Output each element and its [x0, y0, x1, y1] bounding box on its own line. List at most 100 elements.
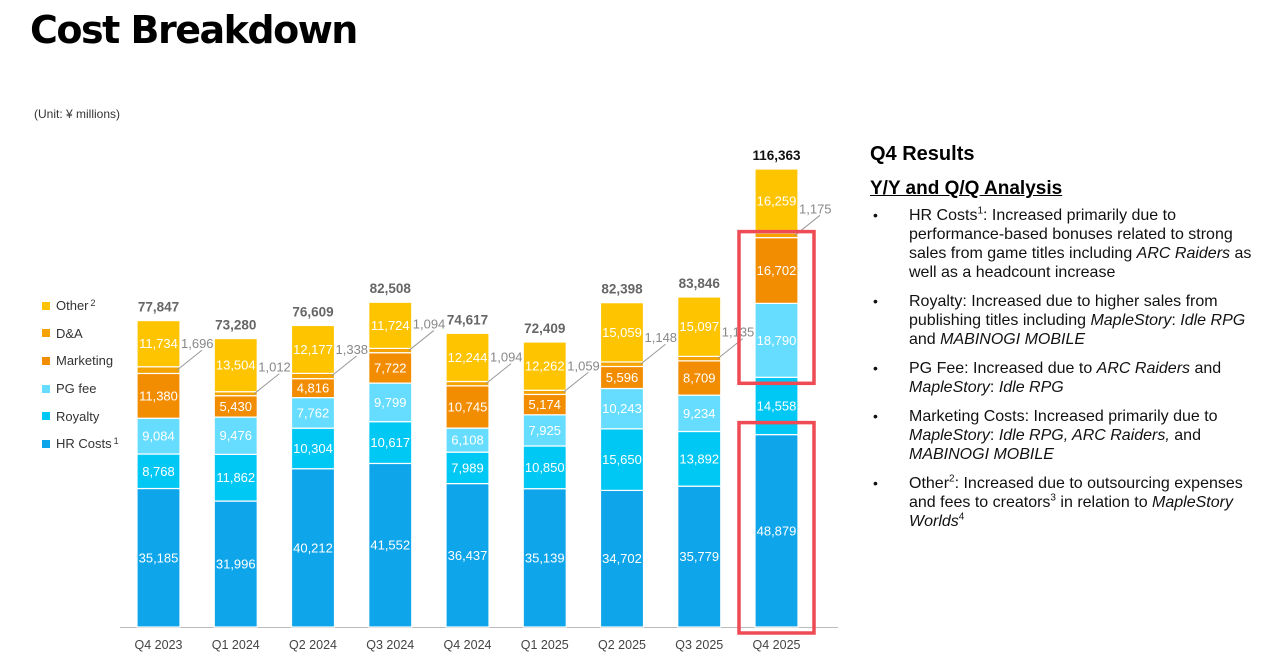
highlight-box	[737, 229, 816, 386]
bullet-text: HR Costs	[909, 207, 978, 224]
data-label: 15,059	[602, 325, 642, 340]
bar-segment-hr-costs	[522, 488, 567, 628]
bar-segment-hr-costs	[290, 468, 336, 628]
data-label: 11,724	[371, 318, 410, 333]
bullet-text: ARC Raiders	[1096, 360, 1191, 377]
data-label: 10,243	[602, 401, 642, 416]
data-label: 6,108	[451, 433, 484, 448]
da-data-label: 1,696	[181, 336, 214, 351]
data-label: 40,212	[293, 540, 333, 555]
legend-item-other: Other 2	[42, 292, 119, 320]
data-label: 12,177	[293, 342, 333, 357]
bar-segment-d-a	[445, 380, 490, 387]
bullet-text: Other	[909, 475, 950, 492]
bar-segment-d-a	[368, 347, 413, 354]
bullet-text: PG Fee: Increased due to	[909, 360, 1097, 377]
bar-segment-d-a	[754, 232, 799, 239]
bullet-text: and	[909, 331, 941, 348]
bar-segment-other	[290, 324, 336, 374]
x-tick-label: Q2 2024	[289, 638, 337, 652]
legend-item-pg-fee: PG fee	[42, 375, 119, 403]
data-label: 10,617	[370, 435, 410, 450]
x-tick-label: Q2 2025	[598, 638, 646, 652]
data-label: 36,437	[448, 548, 488, 563]
legend-label: Marketing	[56, 353, 114, 369]
bar-segment-d-a	[599, 361, 645, 368]
x-tick-label: Q3 2025	[675, 638, 723, 652]
data-label: 7,762	[297, 405, 330, 420]
da-leader-line	[253, 373, 280, 395]
legend-label: D&A	[56, 325, 83, 341]
legend-swatch	[42, 329, 50, 338]
bar-segment-royalty	[754, 376, 799, 436]
bar-segment-other	[368, 301, 413, 349]
bar-segment-pg-fee	[290, 397, 336, 429]
da-leader-line	[562, 371, 589, 393]
data-label: 5,430	[219, 399, 252, 414]
cost-breakdown-chart: 35,185 8,768 9,084 11,380 11,734 1,696 77,847 Q…	[120, 148, 838, 652]
legend-label: HR Costs	[56, 436, 112, 452]
da-data-label: 1,059	[567, 358, 600, 373]
bar-segment-other	[599, 302, 645, 363]
da-data-label: 1,338	[336, 342, 369, 357]
data-label: 7,722	[374, 360, 407, 375]
analysis-bullet: Marketing Costs: Increased primarily due…	[870, 407, 1270, 464]
x-tick-label: Q1 2024	[212, 638, 260, 652]
x-tick-label: Q1 2025	[521, 638, 569, 652]
data-label: 9,084	[142, 429, 175, 444]
bar-segment-hr-costs	[136, 487, 181, 628]
da-data-label: 1,175	[799, 201, 832, 216]
bar-segment-hr-costs	[213, 500, 258, 628]
legend-swatch	[42, 356, 50, 365]
analysis-bullet: Royalty: Increased due to higher sales f…	[870, 292, 1270, 349]
total-label: 74,617	[447, 312, 488, 327]
bar-segment-marketing	[754, 237, 799, 304]
bullet-text: : Increased primarily due to performance…	[909, 207, 1233, 262]
bullet-text: and	[1190, 360, 1222, 377]
unit-note: (Unit: ¥ millions)	[34, 107, 121, 121]
bullet-text: MABINOGI MOBILE	[909, 446, 1054, 463]
bullet-text: :	[989, 379, 999, 396]
data-label: 14,558	[757, 398, 797, 413]
bar-segment-royalty	[213, 453, 258, 502]
data-label: 13,892	[679, 451, 719, 466]
data-label: 10,745	[448, 399, 488, 414]
total-label: 83,846	[679, 276, 721, 291]
bar-segment-pg-fee	[599, 387, 645, 430]
bar-segment-marketing	[368, 352, 413, 384]
x-tick-label: Q3 2024	[366, 638, 414, 652]
total-label: 82,398	[601, 282, 643, 297]
data-label: 7,989	[451, 460, 484, 475]
bar-segment-hr-costs	[599, 489, 645, 628]
data-label: 9,476	[219, 428, 252, 443]
bar-segment-d-a	[677, 355, 722, 362]
x-tick-label: Q4 2025	[753, 638, 801, 652]
data-label: 5,174	[528, 397, 561, 412]
data-label: 8,768	[142, 464, 175, 479]
legend-label: Other	[56, 298, 89, 314]
bar-segment-royalty	[445, 451, 490, 485]
bullet-text: ARC Raiders	[1136, 245, 1231, 262]
bar-segment-pg-fee	[522, 414, 567, 447]
x-tick-label: Q4 2023	[135, 638, 183, 652]
bar-segment-marketing	[677, 360, 722, 396]
analysis-subheading: Y/Y and Q/Q Analysis	[870, 178, 1063, 199]
total-label: 82,508	[370, 281, 412, 296]
da-leader-line	[331, 355, 357, 377]
data-label: 41,552	[370, 538, 410, 553]
data-label: 9,799	[374, 395, 407, 410]
bullet-text: 2	[949, 473, 955, 485]
bar-segment-pg-fee	[677, 394, 722, 433]
da-data-label: 1,094	[413, 317, 446, 332]
bullet-text: as well as a headcount increase	[909, 245, 1252, 281]
bullet-text: :	[1171, 312, 1181, 329]
bullet-text: Marketing Costs: Increased primarily due…	[909, 408, 1218, 425]
bar-segment-other	[445, 332, 490, 383]
bar-segment-royalty	[599, 428, 645, 492]
bar-segment-royalty	[522, 445, 567, 490]
bullet-text: in relation to	[1055, 494, 1153, 511]
analysis-panel: Q4 Results Y/Y and Q/Q Analysis HR Costs…	[870, 143, 1270, 541]
total-label: 77,847	[138, 300, 179, 315]
data-label: 5,596	[606, 370, 639, 385]
data-label: 12,262	[525, 359, 565, 374]
